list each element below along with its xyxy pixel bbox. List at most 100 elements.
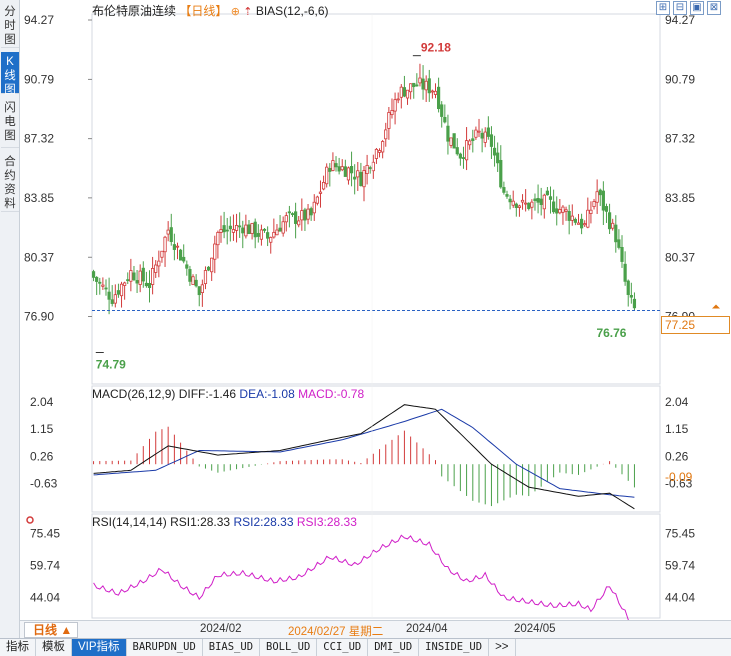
candle-body [104, 287, 108, 290]
candle-body [561, 206, 565, 213]
candle-body [241, 227, 245, 234]
zoom-out-icon[interactable]: ⊟ [673, 1, 687, 15]
candle-body [175, 245, 180, 248]
candle-body [219, 229, 223, 233]
settings-icon[interactable]: ⊕ [230, 6, 240, 18]
candle-body [216, 232, 220, 246]
low-label: 74.79 [96, 358, 126, 372]
macd-tick-label-right: 2.04 [665, 395, 689, 409]
arrow-up-icon[interactable]: ⇡ [243, 6, 253, 18]
indicator-tab[interactable]: 模板 [36, 639, 72, 656]
candle-body [415, 84, 419, 87]
rsi3-value: RSI3:28.33 [296, 515, 357, 529]
candle-body [116, 290, 121, 295]
candle-body [499, 159, 503, 188]
cursor-date-label: 2024/02/27 星期二 [288, 626, 384, 638]
candle-body [536, 198, 540, 203]
candle-body [98, 281, 102, 284]
candle-body [374, 148, 379, 159]
macd-tick-label-left: 1.15 [30, 422, 54, 436]
zoom-in-icon[interactable]: ⊞ [656, 1, 670, 15]
candle-body [381, 141, 385, 153]
candle-body [412, 82, 416, 88]
candle-body [611, 222, 615, 229]
candle-body [377, 150, 382, 153]
price-tick-label-left: 90.79 [24, 72, 54, 86]
indicator-tab[interactable]: CCI_UD [317, 639, 369, 656]
candle-body [197, 286, 201, 296]
side-tab[interactable]: 合约资料 [1, 152, 19, 212]
candle-body [418, 77, 422, 84]
candle-body [409, 83, 413, 93]
side-tab[interactable]: K线图 [1, 52, 19, 96]
candle-body [343, 166, 347, 177]
chart-canvas[interactable]: 94.27 94.27 90.79 90.79 87.32 87.32 83.85 83.85… [20, 0, 731, 620]
candle-body [278, 227, 282, 232]
candle-body [552, 201, 556, 213]
price-tick-label-left: 80.37 [24, 250, 54, 264]
price-tick-label-right: 83.85 [665, 191, 695, 205]
macd-name[interactable]: MACD(26,12,9) [92, 387, 176, 401]
candle-body [390, 110, 394, 116]
layout-icon[interactable]: ▣ [690, 1, 704, 15]
candle-body [399, 86, 403, 98]
candle-body [520, 199, 525, 203]
candle-body [362, 170, 366, 188]
candle-body [570, 215, 574, 221]
side-tabs: 分时图 K线图闪电图合约资料 [0, 0, 20, 638]
candle-body [464, 140, 469, 161]
price-tick-label-right: 80.37 [665, 250, 695, 264]
period-button[interactable]: 日线 ▲ [24, 622, 78, 638]
price-tick-label-right: 90.79 [665, 72, 695, 86]
candle-body [393, 99, 397, 112]
high-label: 92.18 [421, 41, 451, 55]
candle-body [222, 225, 226, 233]
indicator-label[interactable]: BIAS(12,-6,6) [255, 4, 329, 18]
rsi-name[interactable]: RSI(14,14,14) [92, 515, 167, 529]
candle-body [508, 198, 512, 203]
candle-body [452, 133, 456, 149]
candle-body [539, 198, 543, 205]
sun-icon [26, 516, 34, 524]
period-bar: 日线 ▲ 2024/02 2024/02/27 星期二 2024/04 2024… [20, 620, 731, 638]
candle-body [234, 224, 239, 231]
indicator-tab[interactable]: VIP指标 [72, 639, 127, 656]
date-label: 2024/02 [200, 623, 242, 635]
candle-body [626, 280, 630, 295]
indicator-tab[interactable]: BIAS_UD [203, 639, 261, 656]
rsi-tick-label-left: 44.04 [30, 590, 60, 604]
candle-body [480, 132, 484, 139]
indicator-tab[interactable]: BOLL_UD [260, 639, 318, 656]
indicator-tab[interactable]: BARUPDN_UD [127, 639, 203, 656]
candle-body [101, 284, 105, 287]
side-tab[interactable]: 分时图 [1, 2, 19, 48]
candle-body [505, 194, 509, 197]
indicator-tab[interactable]: INSIDE_UD [419, 639, 490, 656]
candle-body [312, 201, 316, 214]
indicator-tab[interactable]: >> [489, 639, 516, 656]
chart-area[interactable]: 94.27 94.27 90.79 90.79 87.32 87.32 83.85 83.85… [20, 0, 731, 620]
candle-body [349, 166, 354, 174]
candle-body [110, 299, 114, 304]
indicator-tab[interactable]: DMI_UD [368, 639, 420, 656]
candle-body [530, 201, 534, 208]
indicator-tab[interactable]: 指标 [0, 639, 36, 656]
period-label[interactable]: 【日线】 [179, 4, 228, 18]
candle-body [135, 280, 139, 284]
candle-body [256, 232, 260, 237]
candle-body [95, 276, 99, 282]
candle-body [331, 160, 335, 171]
candle-body [172, 244, 176, 250]
candle-body [598, 189, 602, 196]
candle-body [443, 116, 447, 123]
current-macd-value: -0.09 [665, 470, 693, 484]
candle-body [266, 232, 270, 239]
candle-body [545, 190, 550, 196]
close-icon[interactable]: ⊠ [707, 1, 721, 15]
candle-body [191, 276, 195, 285]
side-tab[interactable]: 闪电图 [1, 98, 19, 148]
rsi-tick-label-right: 75.45 [665, 526, 695, 540]
candle-body [471, 138, 475, 142]
candle-body [303, 209, 307, 221]
candle-body [514, 203, 518, 208]
